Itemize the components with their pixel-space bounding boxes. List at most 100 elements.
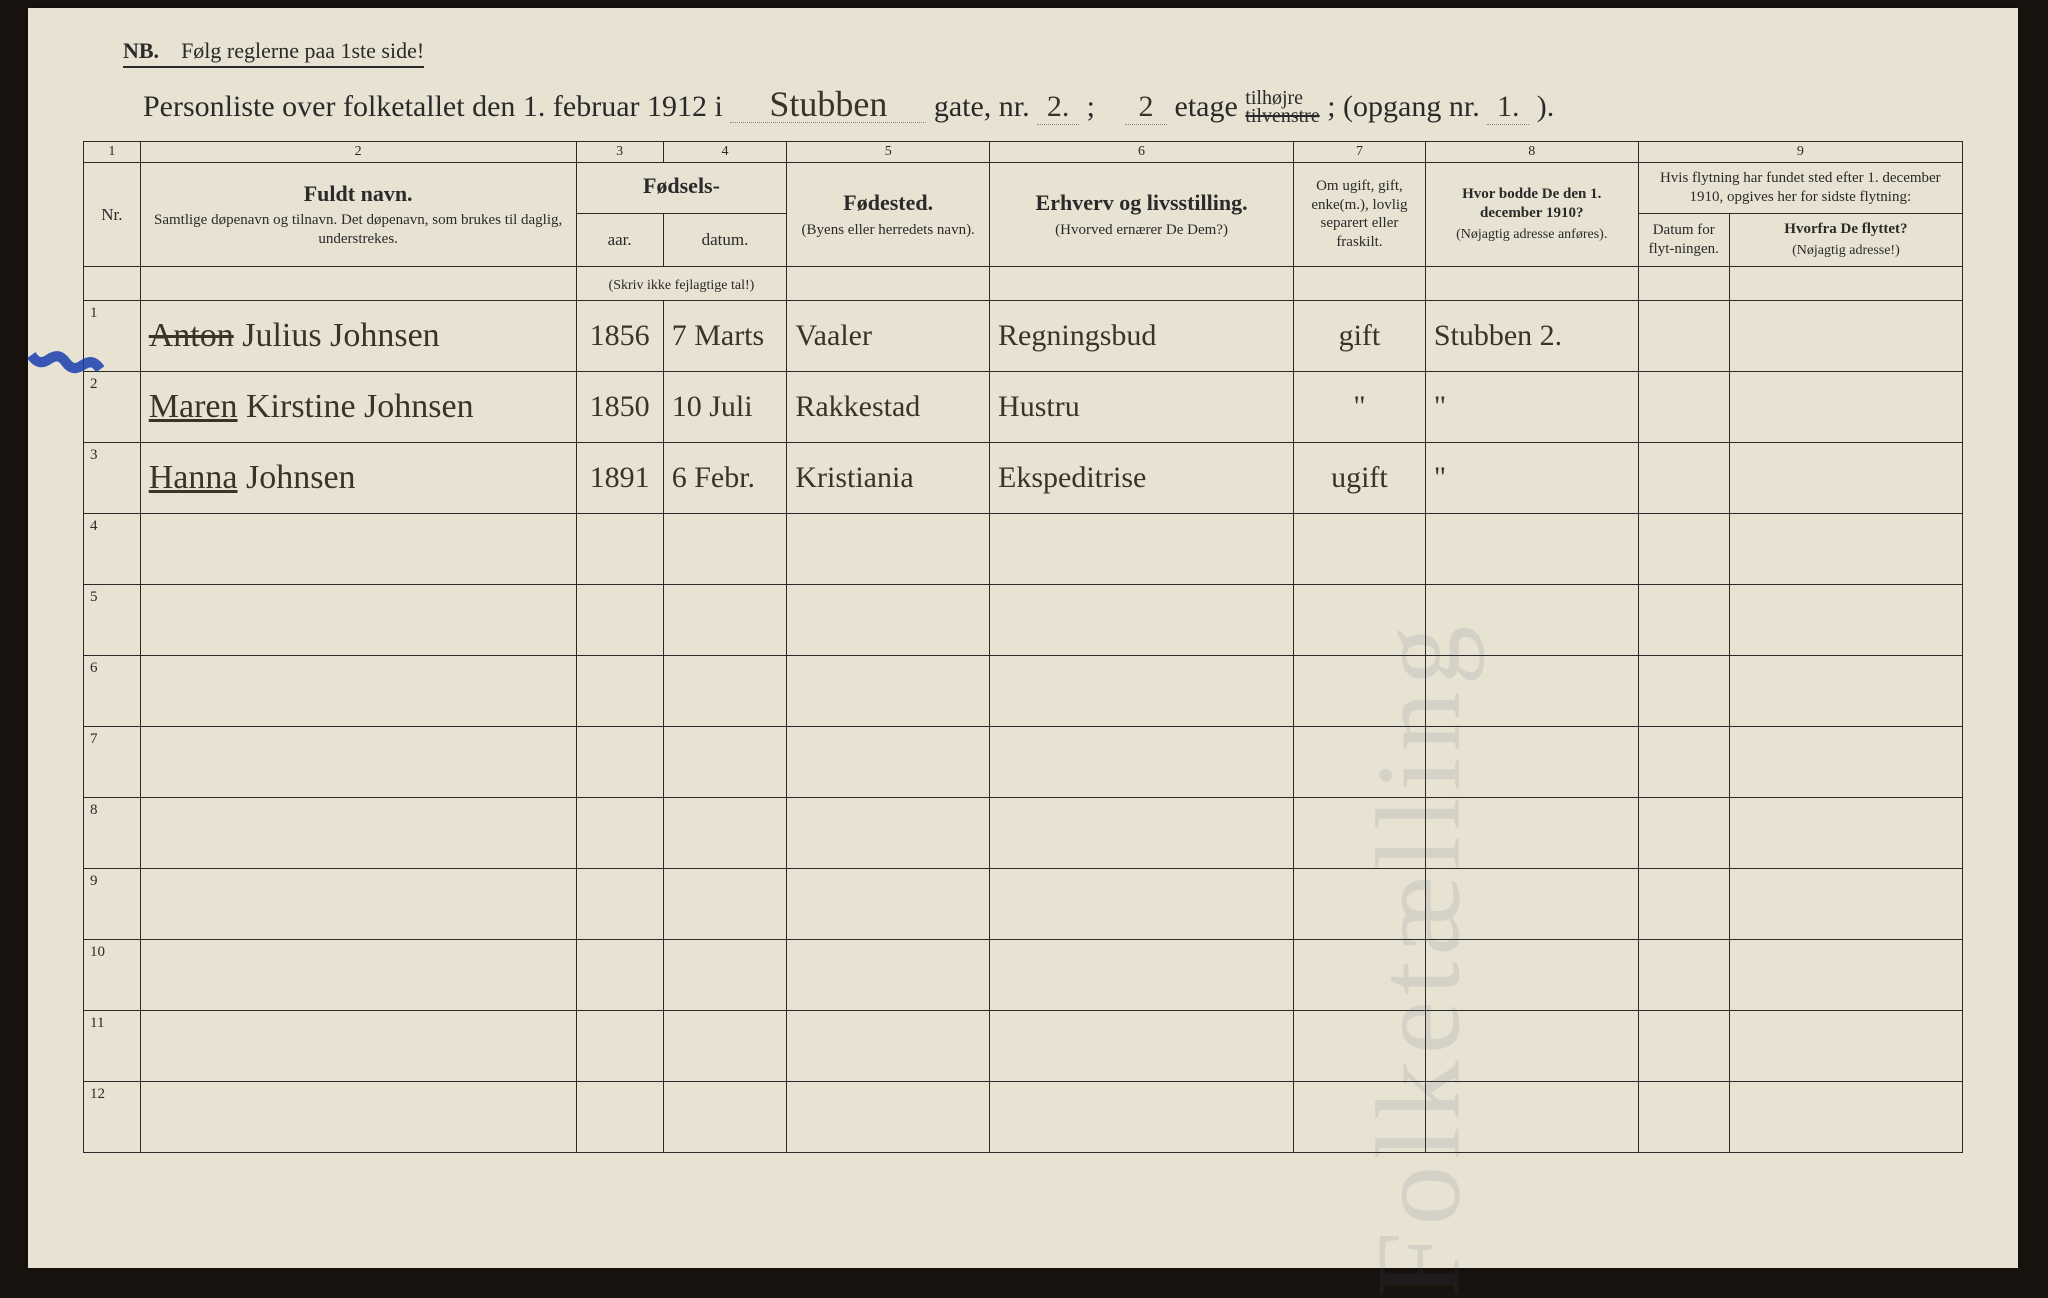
cell-addr1910: " [1425,372,1638,443]
cell-birthplace: Vaaler [787,301,990,372]
cell-name [140,656,576,727]
cell-occupation: Regningsbud [990,301,1294,372]
hdr-erhverv-sub: (Hvorved ernærer De Dem?) [996,221,1287,240]
etage-nr: 2 [1125,90,1167,125]
cell-movefrom [1729,514,1962,585]
cell-marital: " [1294,372,1426,443]
tilvenstre: tilvenstre [1245,105,1319,127]
cell-movefrom [1729,798,1962,869]
table-row: 5 [84,585,1963,656]
cell-date [663,514,787,585]
hdr-name-sub: Samtlige døpenavn og tilnavn. Det døpena… [147,211,570,249]
cell-movefrom [1729,443,1962,514]
opgang-close: ). [1537,90,1555,123]
table-row: 9 [84,869,1963,940]
cell-birthplace [787,798,990,869]
header-row-1: Nr. Fuldt navn. Samtlige døpenavn og til… [84,163,1963,214]
cell-movefrom [1729,585,1962,656]
cell-movefrom [1729,656,1962,727]
cell-nr: 9 [84,869,141,940]
column-number-row: 1 2 3 4 5 6 7 8 9 [84,142,1963,163]
cell-movedate [1638,1011,1729,1082]
cell-birthplace [787,1011,990,1082]
cell-name [140,585,576,656]
hdr-nr: Nr. [84,163,141,267]
cell-movefrom [1729,301,1962,372]
cell-birthplace [787,1082,990,1153]
cell-addr1910 [1425,869,1638,940]
cell-year [576,1011,663,1082]
hdr-movedate: Datum for flyt-ningen. [1638,213,1729,266]
cell-year [576,869,663,940]
table-row: 1Anton Julius Johnsen18567 MartsVaalerRe… [84,301,1963,372]
title-prefix: Personliste over folketallet den 1. febr… [143,90,723,123]
cell-name: Anton Julius Johnsen [140,301,576,372]
cell-movedate [1638,940,1729,1011]
colnum-8: 8 [1425,142,1638,163]
tilhojre-block: tilhøjre tilvenstre [1245,89,1319,125]
cell-nr: 4 [84,514,141,585]
cell-occupation [990,727,1294,798]
cell-name [140,869,576,940]
cell-marital [1294,656,1426,727]
cell-occupation [990,1082,1294,1153]
table-body: 1Anton Julius Johnsen18567 MartsVaalerRe… [84,301,1963,1153]
cell-marital [1294,514,1426,585]
cell-occupation [990,798,1294,869]
cell-nr: 5 [84,585,141,656]
census-page: NB. Følg reglerne paa 1ste side! Personl… [28,8,2018,1268]
cell-name: Maren Kirstine Johnsen [140,372,576,443]
cell-year: 1856 [576,301,663,372]
table-row: 12 [84,1082,1963,1153]
cell-addr1910 [1425,798,1638,869]
cell-occupation [990,1011,1294,1082]
cell-addr1910 [1425,585,1638,656]
cell-marital [1294,727,1426,798]
opgang-label: ; (opgang nr. [1327,90,1479,123]
cell-date [663,656,787,727]
cell-addr1910 [1425,514,1638,585]
cell-year [576,727,663,798]
table-row: 10 [84,940,1963,1011]
cell-marital [1294,1011,1426,1082]
cell-birthplace: Kristiania [787,443,990,514]
cell-year [576,1082,663,1153]
header-row-3: (Skriv ikke fejlagtige tal!) [84,266,1963,301]
cell-birthplace: Rakkestad [787,372,990,443]
cell-name [140,1082,576,1153]
cell-name [140,798,576,869]
hdr-1910-sub: (Nøjagtig adresse anføres). [1432,226,1632,244]
cell-year [576,656,663,727]
cell-birthplace [787,514,990,585]
hdr-fodsels-label: Fødsels- [583,172,781,200]
cell-addr1910 [1425,1011,1638,1082]
cell-movedate [1638,656,1729,727]
cell-date: 7 Marts [663,301,787,372]
cell-movefrom [1729,1011,1962,1082]
cell-name [140,940,576,1011]
cell-date [663,798,787,869]
title-line: Personliste over folketallet den 1. febr… [143,86,1963,127]
gate-nr: 2. [1037,90,1079,125]
table-row: 6 [84,656,1963,727]
cell-name [140,727,576,798]
cell-occupation [990,656,1294,727]
cell-year [576,940,663,1011]
hdr-move-text: Hvis flytning har fundet sted efter 1. d… [1645,169,1956,207]
cell-birthplace [787,656,990,727]
hdr-movedate-text: Datum for flyt-ningen. [1645,221,1723,259]
hdr-1910: Hvor bodde De den 1. december 1910? (Nøj… [1425,163,1638,267]
table-row: 7 [84,727,1963,798]
cell-movedate [1638,1082,1729,1153]
hdr-movefrom-sub: (Nøjagtig adresse!) [1736,242,1956,260]
cell-addr1910 [1425,1082,1638,1153]
cell-marital [1294,798,1426,869]
gate-label: gate, nr. [934,90,1030,123]
cell-movedate [1638,869,1729,940]
cell-nr: 3 [84,443,141,514]
cell-birthplace [787,869,990,940]
cell-movefrom [1729,372,1962,443]
cell-date [663,1011,787,1082]
cell-movedate [1638,443,1729,514]
cell-nr: 2 [84,372,141,443]
